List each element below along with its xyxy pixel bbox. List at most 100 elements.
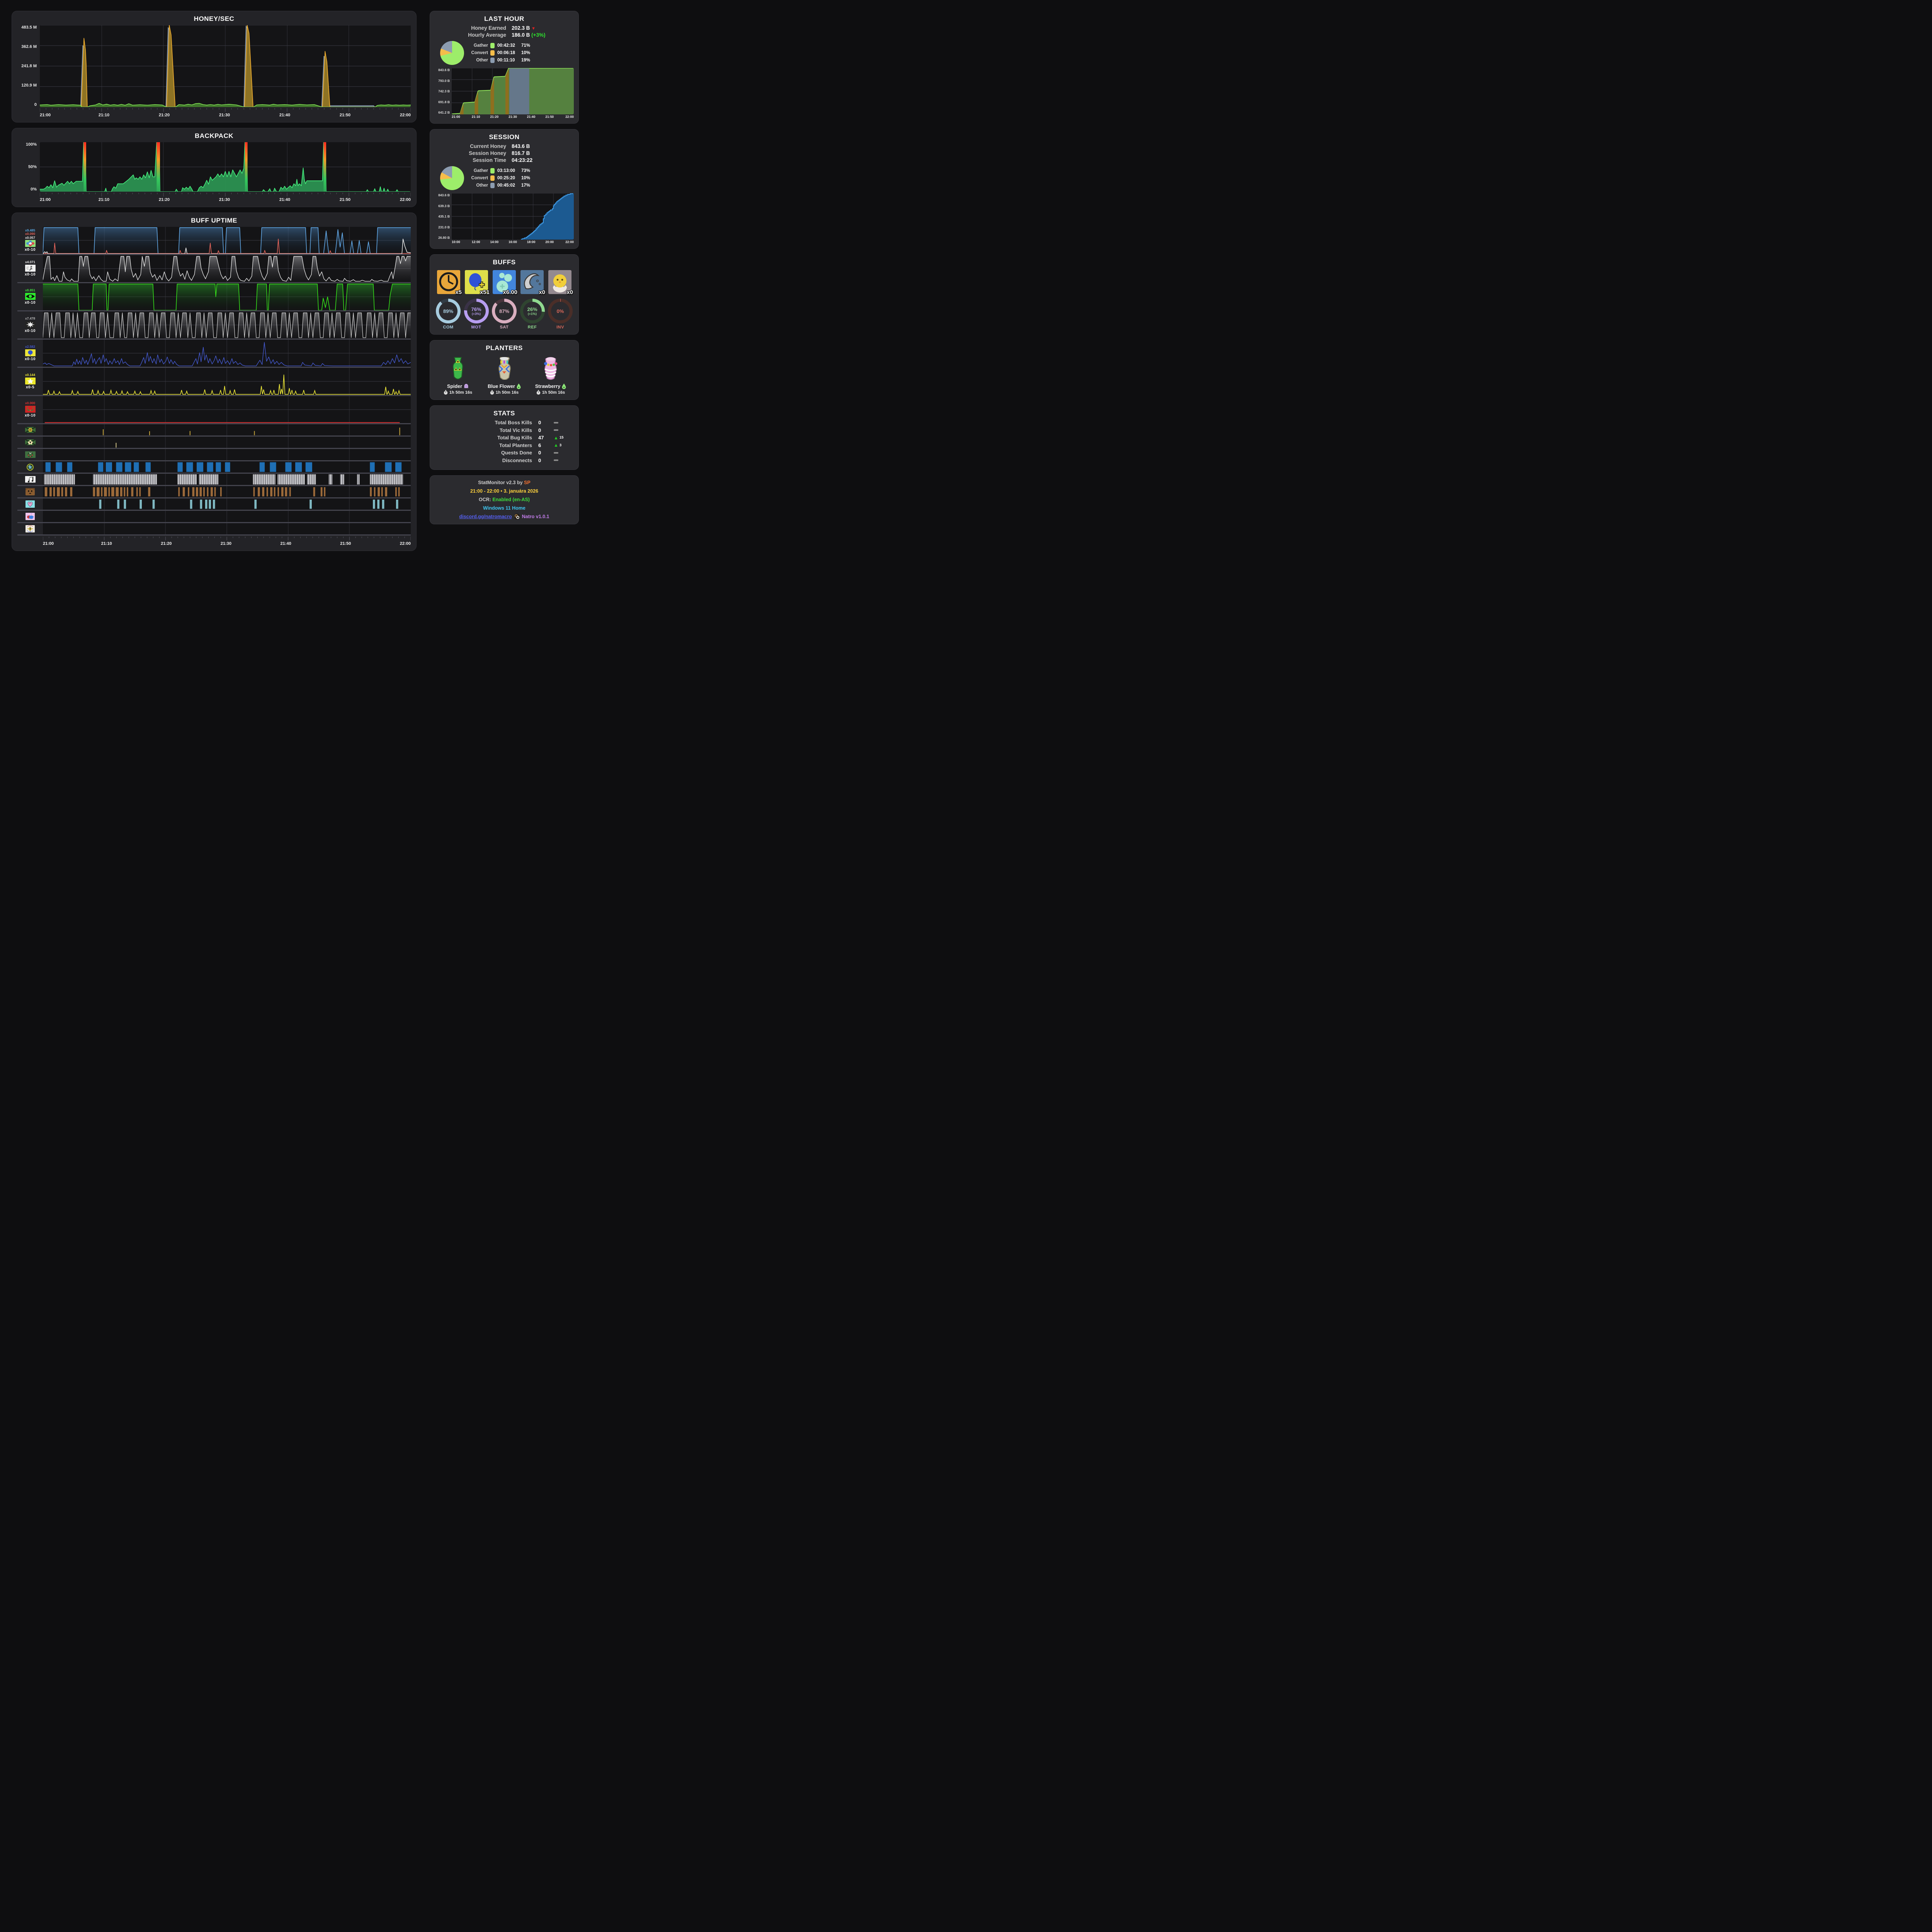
- buff-row: [17, 486, 411, 498]
- honey-sec-x-axis: 21:00 21:10 21:20 21:30 21:40 21:50 22:00: [40, 113, 411, 117]
- last-hour-panel: LAST HOUR Honey Earned 202.3 B ▼ Hourly A…: [430, 11, 579, 124]
- white-star-icon: [25, 377, 36, 384]
- ghost-icon: [464, 384, 468, 388]
- planter-name: Strawberry: [535, 383, 561, 389]
- buff-uptime-x-ticks: [43, 536, 411, 541]
- buff-chart: [43, 368, 411, 395]
- bubbles-buff-icon: x6.00: [493, 270, 517, 296]
- buff-row: [17, 424, 411, 437]
- last-hour-title: LAST HOUR: [484, 15, 524, 22]
- planter-timer: 1h 50m 16s: [449, 390, 473, 395]
- buff-chart: [43, 311, 411, 338]
- buff-chart: [43, 396, 411, 423]
- buff-chart: [43, 449, 411, 460]
- buff-multiplier-label: x2.582: [25, 345, 35, 349]
- honey-sec-chart: [40, 25, 411, 107]
- convert-swatch-icon: [490, 50, 495, 56]
- planter-timer: 1h 50m 16s: [495, 390, 519, 395]
- stat-row: Quests Done 0: [435, 450, 574, 456]
- reindeer-icon: [25, 405, 36, 413]
- inv-gauge: 0% INV: [548, 299, 573, 330]
- backpack-x-axis: 21:00 21:10 21:20 21:30 21:40 21:50 22:00: [40, 197, 411, 202]
- buff-row: [17, 461, 411, 474]
- droplet-icon: [562, 383, 566, 389]
- buff-chart: [43, 511, 411, 522]
- footer-panel: StatMonitor v2.3 by SP 21:00 - 22:00 • 3…: [430, 475, 579, 525]
- planter-item: Strawberry 1h 50m 16s: [529, 356, 573, 395]
- wave-buff-icon: x0: [520, 270, 545, 296]
- buffs-panel: BUFFS x5 x51 x6.00 x0: [430, 254, 579, 335]
- gather-swatch-icon: [490, 43, 495, 48]
- buffs-title: BUFFS: [493, 259, 516, 266]
- hex-flag-icon: [25, 427, 36, 433]
- honey-sec-x-ticks: [40, 108, 411, 112]
- up-triangle-icon: ▲: [554, 442, 558, 448]
- session-chart-x-axis: 10:00 12:00 14:00 16:00 18:00 20:00 22:00: [452, 240, 574, 244]
- stat-row: Total Vic Kills 0: [435, 427, 574, 433]
- session-title: SESSION: [489, 133, 520, 141]
- session-chart-y-axis: 843.6 B 639.3 B 435.1 B 231.0 B 26.80 B: [438, 193, 450, 240]
- buff-chart: [43, 255, 411, 282]
- planters-title: PLANTERS: [486, 344, 523, 352]
- cross-boost-icon: [25, 240, 36, 247]
- buff-multiplier-label: x0.090: [25, 232, 35, 236]
- natro-logo-icon: [514, 514, 520, 520]
- planters-panel: PLANTERS Spider 1h 50m 16s Blue Flower 1…: [430, 340, 579, 400]
- buff-tiles: x5 x51 x6.00 x0 x0: [435, 269, 574, 296]
- os-line: Windows 11 Home: [483, 505, 526, 511]
- buff-uptime-panel: BUFF UPTIME x9.485 x0.090 x0.057 x0-10 x…: [12, 213, 417, 551]
- buff-chart: [43, 474, 411, 485]
- buff-multiplier-label: x0.057: [25, 235, 35, 240]
- buff-multiplier-label: x0.144: [25, 373, 35, 377]
- stats-title: STATS: [493, 410, 515, 417]
- buff-range-label: x0-10: [24, 413, 36, 418]
- buff-multiplier-label: x9.485: [25, 228, 35, 232]
- up-triangle-icon: ▲: [554, 435, 558, 440]
- hourly-average-value: 186.0 B (+3%): [512, 32, 546, 38]
- planter-name: Spider: [447, 383, 462, 389]
- last-hour-chart: [452, 68, 574, 114]
- buff-count: x0: [539, 289, 545, 296]
- strawberry-planter-icon: [544, 357, 558, 380]
- no-change-icon: [554, 422, 558, 423]
- discord-line: discord.gg/natromacro Natro v1.0.1: [459, 513, 549, 521]
- ocr-status-line: OCR: Enabled (en-AS): [479, 497, 530, 502]
- session-honey-label: Session Honey: [469, 150, 507, 156]
- current-honey-value: 843.6 B: [512, 143, 530, 149]
- no-change-icon: [554, 459, 558, 461]
- honey-earned-value: 202.3 B ▼: [512, 25, 536, 31]
- stopwatch-icon: [536, 390, 541, 395]
- app-version-line: StatMonitor v2.3 by SP: [478, 480, 531, 485]
- buff-range-label: x0-10: [24, 300, 36, 305]
- last-hour-chart-x-axis: 21:00 21:10 21:20 21:30 21:40 21:50 22:00: [452, 115, 574, 119]
- haste-runner-icon: [25, 264, 36, 272]
- chick-buff-icon: x0: [548, 270, 573, 296]
- honey-sec-title: HONEY/SEC: [194, 15, 235, 22]
- discord-link[interactable]: discord.gg/natromacro: [459, 514, 512, 519]
- buff-row: x7.478 x0-10: [17, 311, 411, 340]
- bear-icon: [26, 488, 35, 495]
- honey-earned-label: Honey Earned: [471, 25, 507, 31]
- backpack-title: BACKPACK: [194, 132, 233, 139]
- stopwatch-icon: [444, 390, 448, 395]
- buff-multiplier-label: x7.478: [25, 316, 35, 321]
- buff-chart: [43, 227, 411, 254]
- balloon-plus-buff-icon: x51: [465, 270, 490, 296]
- buff-row: [17, 498, 411, 511]
- buff-row: x2.582 x0-10: [17, 340, 411, 368]
- heart-icon: [26, 500, 35, 508]
- stat-row: Total Boss Kills 0: [435, 420, 574, 425]
- buff-range-label: x0-10: [24, 357, 36, 361]
- star-sign-icon: [26, 463, 34, 471]
- ref-gauge: 26% (+1%) REF: [520, 299, 545, 330]
- session-chart: [452, 193, 574, 240]
- buff-chart: [43, 424, 411, 435]
- other-swatch-icon: [490, 58, 495, 63]
- planter-name: Blue Flower: [488, 383, 515, 389]
- last-hour-legend: Gather 00:42:32 71% Convert 00:06:18 10% Oth…: [471, 43, 531, 63]
- buff-row: x0.000 x0-10: [17, 396, 411, 424]
- session-legend: Gather 03:13:00 73% Convert 00:25:20 10% Oth…: [471, 168, 531, 188]
- stopwatch-icon: [490, 390, 494, 395]
